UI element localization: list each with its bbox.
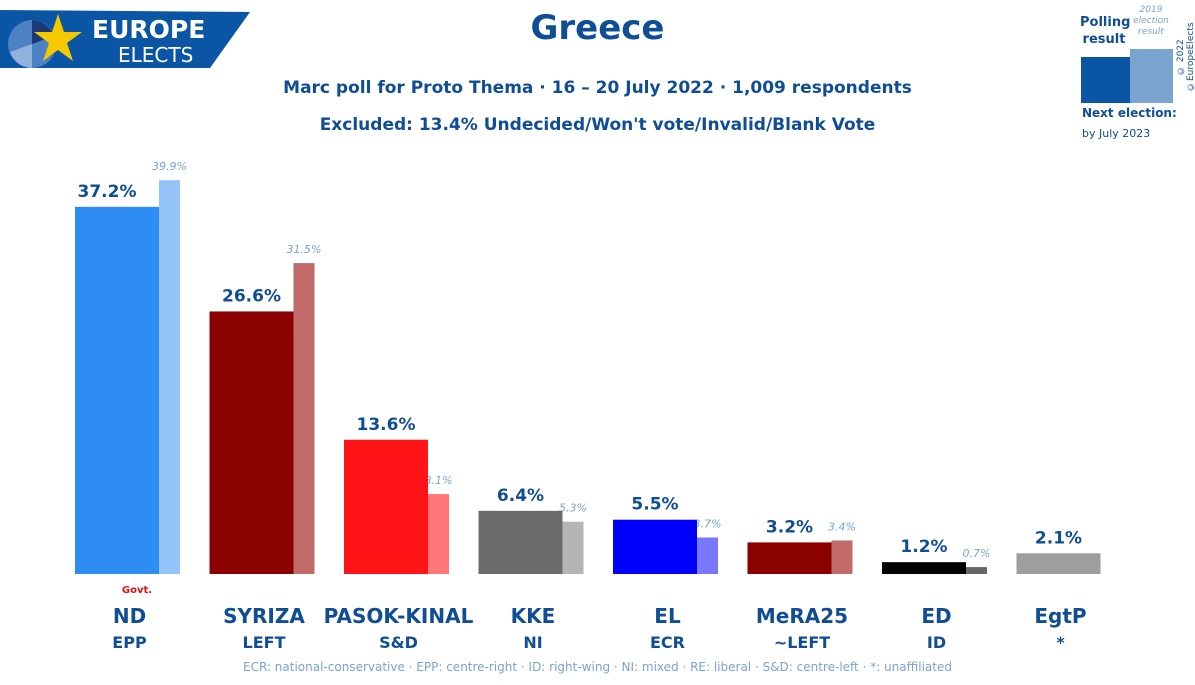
bar-prev-nd (159, 180, 180, 574)
bar-prev-kke (562, 521, 584, 574)
excluded-note: Excluded: 13.4% Undecided/Won't vote/Inv… (319, 115, 876, 135)
bar-ed (882, 562, 966, 574)
label-prev-el: 3.7% (694, 517, 722, 530)
party-name-egtp: EgtP (1034, 604, 1086, 628)
label-prev-pasok-kinal: 8.1% (425, 474, 453, 487)
bar-prev-pasok-kinal (428, 494, 449, 574)
bar-syriza (209, 311, 294, 574)
legend: Polling result 2019 election result © 20… (1078, 5, 1195, 145)
logo-line2: ELECTS (118, 43, 193, 67)
party-group-pasok-kinal: S&D (379, 633, 418, 652)
party-name-kke: KKE (511, 604, 556, 628)
bar-el (613, 519, 697, 574)
legend-polling-label: Polling result (1080, 15, 1131, 47)
legend-polling-swatch (1081, 57, 1130, 103)
europe-elects-logo: EUROPE ELECTS (0, 10, 250, 68)
label-el: 5.5% (631, 495, 678, 515)
party-name-nd: ND (113, 604, 146, 628)
party-name-syriza: SYRIZA (223, 604, 305, 628)
bar-kke (478, 510, 563, 574)
label-egtp: 2.1% (1035, 528, 1082, 548)
logo-line1: EUROPE (92, 15, 205, 44)
bar-prev-ed (966, 567, 987, 574)
label-syriza: 26.6% (222, 286, 281, 306)
label-pasok-kinal: 13.6% (357, 415, 416, 435)
bar-egtp (1016, 553, 1101, 574)
party-name-el: EL (654, 604, 681, 628)
page-title: Greece (530, 8, 665, 48)
party-name-ed: ED (921, 604, 951, 628)
party-group-ed: ID (927, 633, 946, 652)
label-prev-kke: 5.3% (559, 502, 587, 515)
party-group-egtp: * (1056, 633, 1065, 652)
next-election-value: by July 2023 (1082, 127, 1151, 140)
legend-previous-label: 2019 election result (1133, 5, 1169, 37)
subtitle: Marc poll for Proto Thema · 16 – 20 July… (283, 78, 912, 98)
label-mera25: 3.2% (766, 517, 813, 537)
label-nd: 37.2% (78, 182, 137, 202)
label-ed: 1.2% (900, 537, 947, 557)
label-kke: 6.4% (497, 486, 544, 506)
govt-annotation: Govt. (122, 585, 152, 596)
bar-nd (75, 206, 159, 574)
party-group-el: ECR (650, 633, 685, 652)
bar-mera25 (747, 542, 832, 574)
party-name-pasok-kinal: PASOK-KINAL (324, 604, 474, 628)
footnote: ECR: national-conservative · EPP: centre… (243, 660, 952, 674)
party-group-mera25: ~LEFT (774, 633, 830, 652)
bar-prev-el (697, 537, 718, 574)
party-group-kke: NI (523, 633, 542, 652)
bar-prev-mera25 (831, 540, 853, 574)
label-prev-mera25: 3.4% (828, 520, 856, 533)
legend-previous-swatch (1130, 49, 1173, 103)
party-name-mera25: MeRA25 (756, 604, 848, 628)
bar-pasok-kinal (344, 439, 428, 574)
label-prev-nd: 39.9% (152, 160, 187, 173)
party-group-nd: EPP (112, 633, 147, 652)
label-prev-syriza: 31.5% (287, 243, 322, 256)
next-election-label: Next election: (1082, 106, 1177, 120)
bar-prev-syriza (293, 263, 315, 574)
label-prev-ed: 0.7% (963, 547, 991, 560)
party-group-syriza: LEFT (243, 633, 286, 652)
